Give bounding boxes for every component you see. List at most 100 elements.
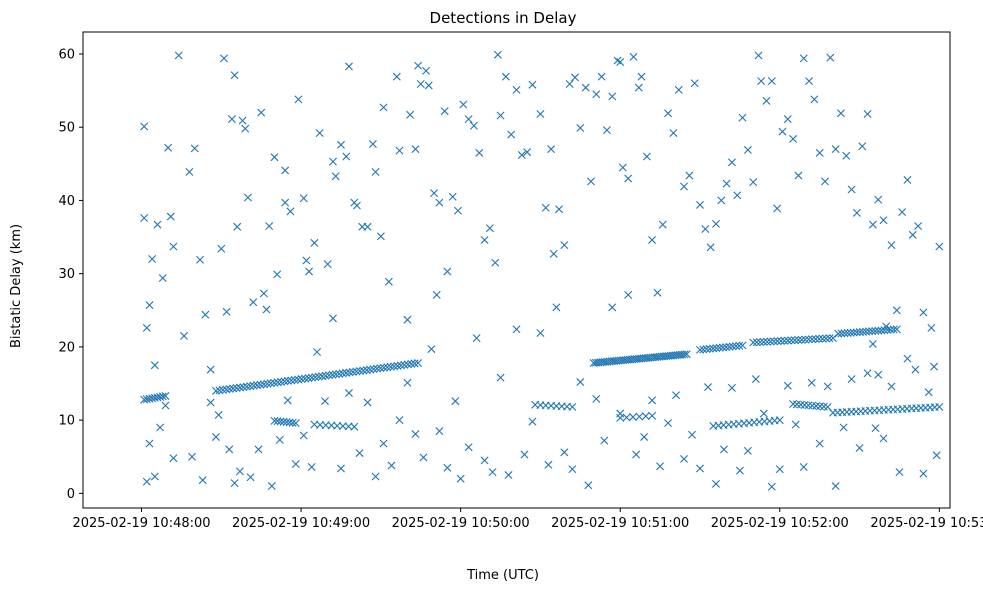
data-point <box>233 222 242 231</box>
data-point <box>206 398 215 407</box>
data-point <box>792 400 801 409</box>
data-point <box>812 401 821 410</box>
data-point <box>831 482 840 491</box>
data-point <box>826 53 835 62</box>
data-point <box>810 95 819 104</box>
data-point <box>196 255 205 264</box>
data-point <box>294 375 303 384</box>
data-point <box>201 310 210 319</box>
chart-title: Detections in Delay <box>430 9 577 27</box>
y-tick-label: 50 <box>58 121 75 136</box>
data-point <box>156 423 165 432</box>
data-point <box>597 72 606 81</box>
data-point <box>602 126 611 135</box>
data-point <box>229 384 238 393</box>
data-point <box>338 369 347 378</box>
data-point <box>632 450 641 459</box>
data-point <box>846 328 855 337</box>
data-point <box>363 222 372 231</box>
data-point <box>653 288 662 297</box>
data-point <box>232 384 241 392</box>
data-point <box>568 402 577 411</box>
data-point <box>230 71 239 80</box>
data-point <box>895 468 904 477</box>
data-point <box>800 401 809 409</box>
data-point <box>342 152 351 161</box>
data-point <box>145 301 154 310</box>
data-point <box>512 85 521 94</box>
data-point <box>281 198 290 207</box>
data-point <box>783 381 792 390</box>
data-point <box>414 61 423 70</box>
data-point <box>868 327 877 336</box>
data-point <box>882 322 891 331</box>
data-point <box>443 463 452 472</box>
y-tick-label: 40 <box>58 194 75 209</box>
data-point <box>858 142 867 151</box>
data-point <box>808 335 817 344</box>
data-point <box>464 443 473 452</box>
data-point <box>283 376 292 385</box>
data-point <box>262 305 271 314</box>
data-point <box>344 62 353 71</box>
data-point <box>440 107 449 116</box>
data-point <box>153 220 162 229</box>
data-point <box>355 367 364 376</box>
data-point <box>241 124 250 133</box>
data-point <box>836 109 845 118</box>
data-point <box>932 451 941 460</box>
data-point <box>246 382 255 391</box>
data-point <box>886 325 895 334</box>
data-point <box>624 290 633 299</box>
data-point <box>270 153 279 162</box>
data-point <box>743 145 752 154</box>
data-point <box>699 345 708 354</box>
data-point <box>858 327 867 336</box>
data-point <box>190 144 199 153</box>
data-point <box>185 167 194 176</box>
data-point <box>520 450 529 459</box>
data-point <box>799 54 808 63</box>
data-point <box>749 178 758 187</box>
y-tick-label: 60 <box>58 47 75 62</box>
data-point <box>427 345 436 354</box>
data-point <box>215 386 224 395</box>
data-point <box>311 373 320 382</box>
data-point <box>273 378 282 387</box>
data-point <box>359 366 368 375</box>
data-point <box>640 432 649 441</box>
data-point <box>145 439 154 448</box>
data-point <box>366 365 375 374</box>
data-point <box>823 402 832 411</box>
data-point <box>344 389 353 398</box>
data-point <box>349 367 357 376</box>
data-point <box>549 249 558 258</box>
data-point <box>752 338 761 347</box>
data-point <box>541 203 550 212</box>
data-point <box>379 363 388 372</box>
data-point <box>411 145 420 154</box>
data-point <box>161 401 170 410</box>
data-point <box>794 171 803 180</box>
data-point <box>480 456 489 465</box>
data-point <box>368 140 377 149</box>
data-point <box>751 375 760 384</box>
data-point <box>174 51 183 60</box>
data-point <box>773 337 782 346</box>
data-point <box>504 471 513 480</box>
data-point <box>728 342 737 351</box>
data-point <box>776 336 785 345</box>
x-axis-label: Time (UTC) <box>466 568 539 583</box>
data-point <box>705 344 714 353</box>
data-point <box>706 243 715 252</box>
data-point <box>717 196 726 205</box>
data-point <box>263 379 272 388</box>
data-point <box>310 238 319 247</box>
data-point <box>150 361 159 370</box>
data-point <box>927 323 936 332</box>
data-point <box>702 345 711 354</box>
data-point <box>560 241 569 250</box>
data-point <box>789 134 798 143</box>
data-point <box>219 54 228 63</box>
data-point <box>315 129 324 138</box>
